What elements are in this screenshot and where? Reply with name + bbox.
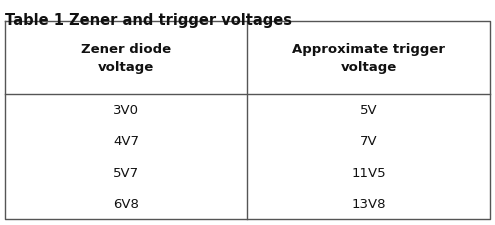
Text: 11V5: 11V5: [351, 166, 386, 179]
Text: 5V: 5V: [360, 104, 377, 117]
Text: 6V8: 6V8: [113, 197, 139, 210]
Text: 7V: 7V: [360, 135, 377, 148]
Text: Table 1 Zener and trigger voltages: Table 1 Zener and trigger voltages: [5, 13, 292, 28]
Bar: [5, 22, 490, 219]
Text: 5V7: 5V7: [113, 166, 139, 179]
Text: 3V0: 3V0: [113, 104, 139, 117]
Text: 13V8: 13V8: [351, 197, 386, 210]
Text: Zener diode
voltage: Zener diode voltage: [81, 43, 171, 74]
Text: Approximate trigger
voltage: Approximate trigger voltage: [292, 43, 445, 74]
Text: 4V7: 4V7: [113, 135, 139, 148]
